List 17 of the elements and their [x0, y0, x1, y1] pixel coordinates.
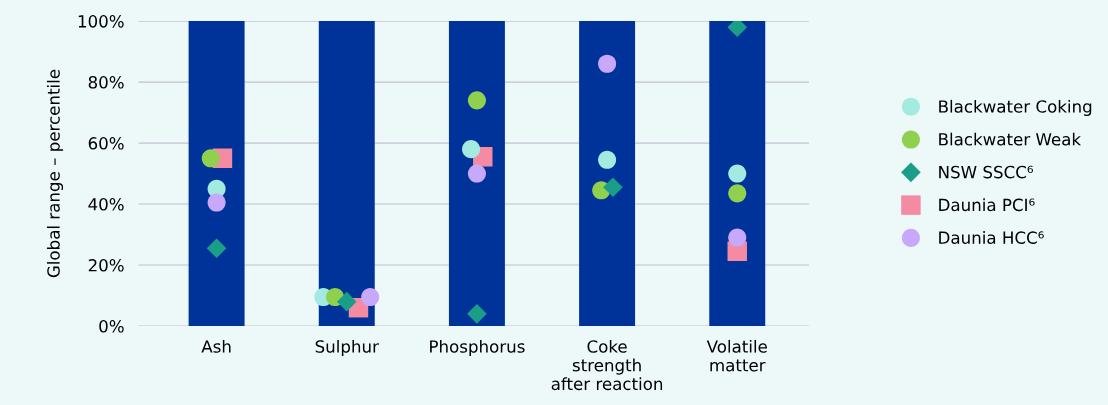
- x-tick-label: Coke strength after reaction: [551, 339, 663, 391]
- y-tick-label: 60%: [88, 137, 124, 150]
- y-axis-title: Global range – percentile: [46, 69, 64, 278]
- x-tick-label: Ash: [201, 339, 231, 353]
- x-tick-label: Phosphorus: [430, 339, 525, 357]
- x-tick-label: Volatile matter: [706, 339, 767, 372]
- legend-label: Blackwater Coking: [939, 99, 1092, 117]
- legend-label: Daunia PCI⁶: [939, 198, 1035, 212]
- y-tick-label: 20%: [88, 258, 124, 272]
- x-tick-label: Sulphur: [315, 339, 379, 357]
- legend-label: Daunia HCC⁶: [939, 231, 1044, 244]
- y-tick-label: 100%: [78, 15, 124, 28]
- y-tick-label: 80%: [88, 76, 124, 89]
- y-tick-label: 40%: [88, 198, 124, 211]
- y-tick-label: 0%: [99, 319, 124, 333]
- legend-label: Blackwater Weak: [939, 132, 1082, 146]
- legend-label: NSW SSCC⁶: [939, 165, 1033, 179]
